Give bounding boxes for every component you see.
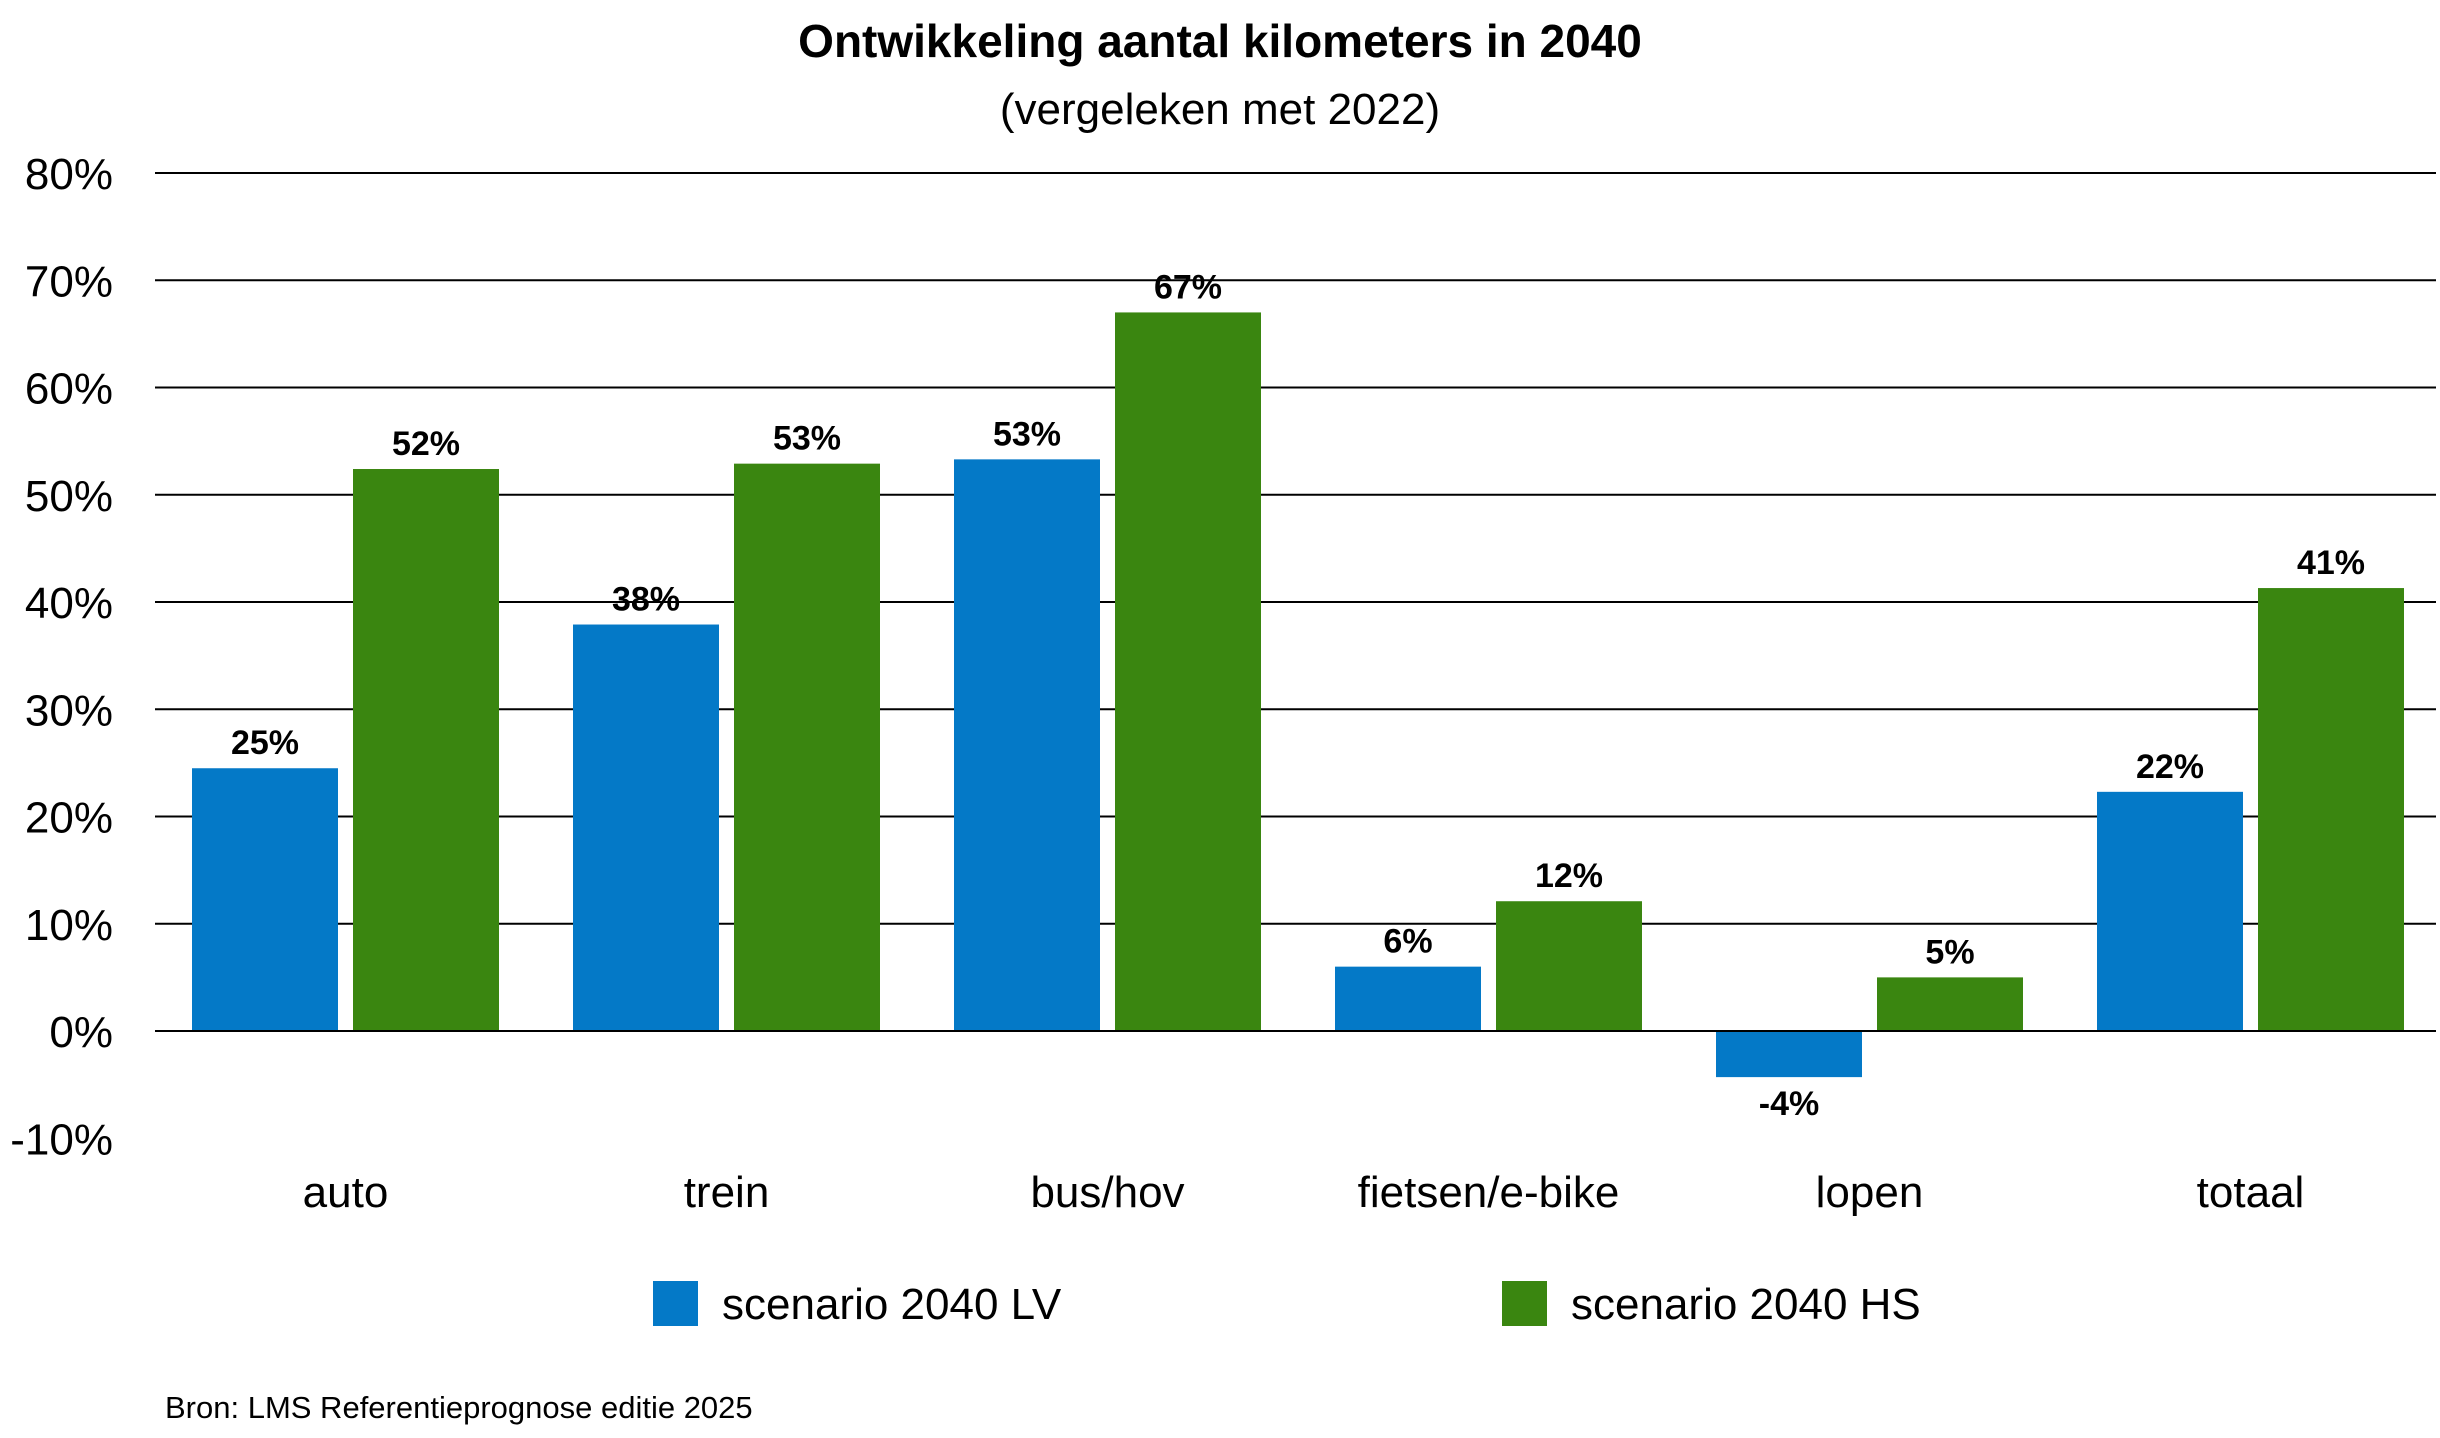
bar-hs (353, 469, 499, 1031)
chart-subtitle: (vergeleken met 2022) (1000, 85, 1440, 134)
x-axis-categories: auto trein bus/hov fietsen/e-bike lopen totaa… (303, 1168, 2305, 1217)
bar-hs (1877, 977, 2023, 1031)
data-label: 25% (231, 724, 299, 762)
data-label: 22% (2136, 748, 2204, 786)
x-category-label: totaal (2197, 1168, 2305, 1217)
data-label: 41% (2297, 544, 2365, 582)
y-tick-label: 70% (25, 257, 113, 306)
bar-lv (573, 624, 719, 1031)
data-label: 38% (612, 581, 680, 619)
y-tick-label: -10% (10, 1115, 113, 1164)
y-tick-label: 30% (25, 686, 113, 735)
bar-lv (192, 768, 338, 1031)
y-tick-label: 60% (25, 365, 113, 414)
bar-hs (1115, 312, 1261, 1031)
data-label: 6% (1383, 923, 1432, 961)
data-label: -4% (1759, 1085, 1819, 1123)
y-axis-ticks: 80% 70% 60% 50% 40% 30% 20% 10% 0% -10% (10, 150, 113, 1164)
x-category-label: trein (684, 1168, 770, 1217)
legend-swatch-lv (653, 1281, 698, 1326)
data-label: 12% (1535, 857, 1603, 895)
legend: scenario 2040 LV scenario 2040 HS (653, 1280, 1921, 1329)
y-tick-label: 10% (25, 901, 113, 950)
chart-title: Ontwikkeling aantal kilometers in 2040 (798, 15, 1642, 67)
data-label: 52% (392, 425, 460, 463)
x-category-label: fietsen/e-bike (1358, 1168, 1620, 1217)
data-label: 53% (993, 415, 1061, 453)
legend-item-lv[interactable]: scenario 2040 LV (653, 1280, 1062, 1329)
y-tick-label: 0% (49, 1008, 113, 1057)
x-category-label: auto (303, 1168, 389, 1217)
data-label: 67% (1154, 268, 1222, 306)
y-tick-label: 50% (25, 472, 113, 521)
y-tick-label: 40% (25, 579, 113, 628)
legend-item-hs[interactable]: scenario 2040 HS (1502, 1280, 1921, 1329)
x-category-label: bus/hov (1030, 1168, 1184, 1217)
bar-lv (1335, 966, 1481, 1031)
source-note: Bron: LMS Referentieprognose editie 2025 (165, 1390, 753, 1425)
bar-hs (734, 463, 880, 1032)
bars (192, 312, 2404, 1078)
bar-lv (2097, 791, 2243, 1031)
data-label: 53% (773, 420, 841, 458)
y-tick-label: 20% (25, 794, 113, 843)
legend-label-hs: scenario 2040 HS (1571, 1280, 1921, 1329)
y-tick-label: 80% (25, 150, 113, 199)
gridlines (155, 172, 2436, 925)
legend-label-lv: scenario 2040 LV (722, 1280, 1062, 1329)
x-category-label: lopen (1816, 1168, 1924, 1217)
bar-lv (954, 459, 1100, 1031)
bar-hs (1496, 901, 1642, 1031)
legend-swatch-hs (1502, 1281, 1547, 1326)
bar-lv (1716, 1031, 1862, 1078)
data-labels: 25% 52% 38% 53% 53% 67% 6% 12% -4% 5% 22% 41% (231, 268, 2365, 1123)
data-label: 5% (1925, 933, 1974, 971)
bar-hs (2258, 588, 2404, 1031)
